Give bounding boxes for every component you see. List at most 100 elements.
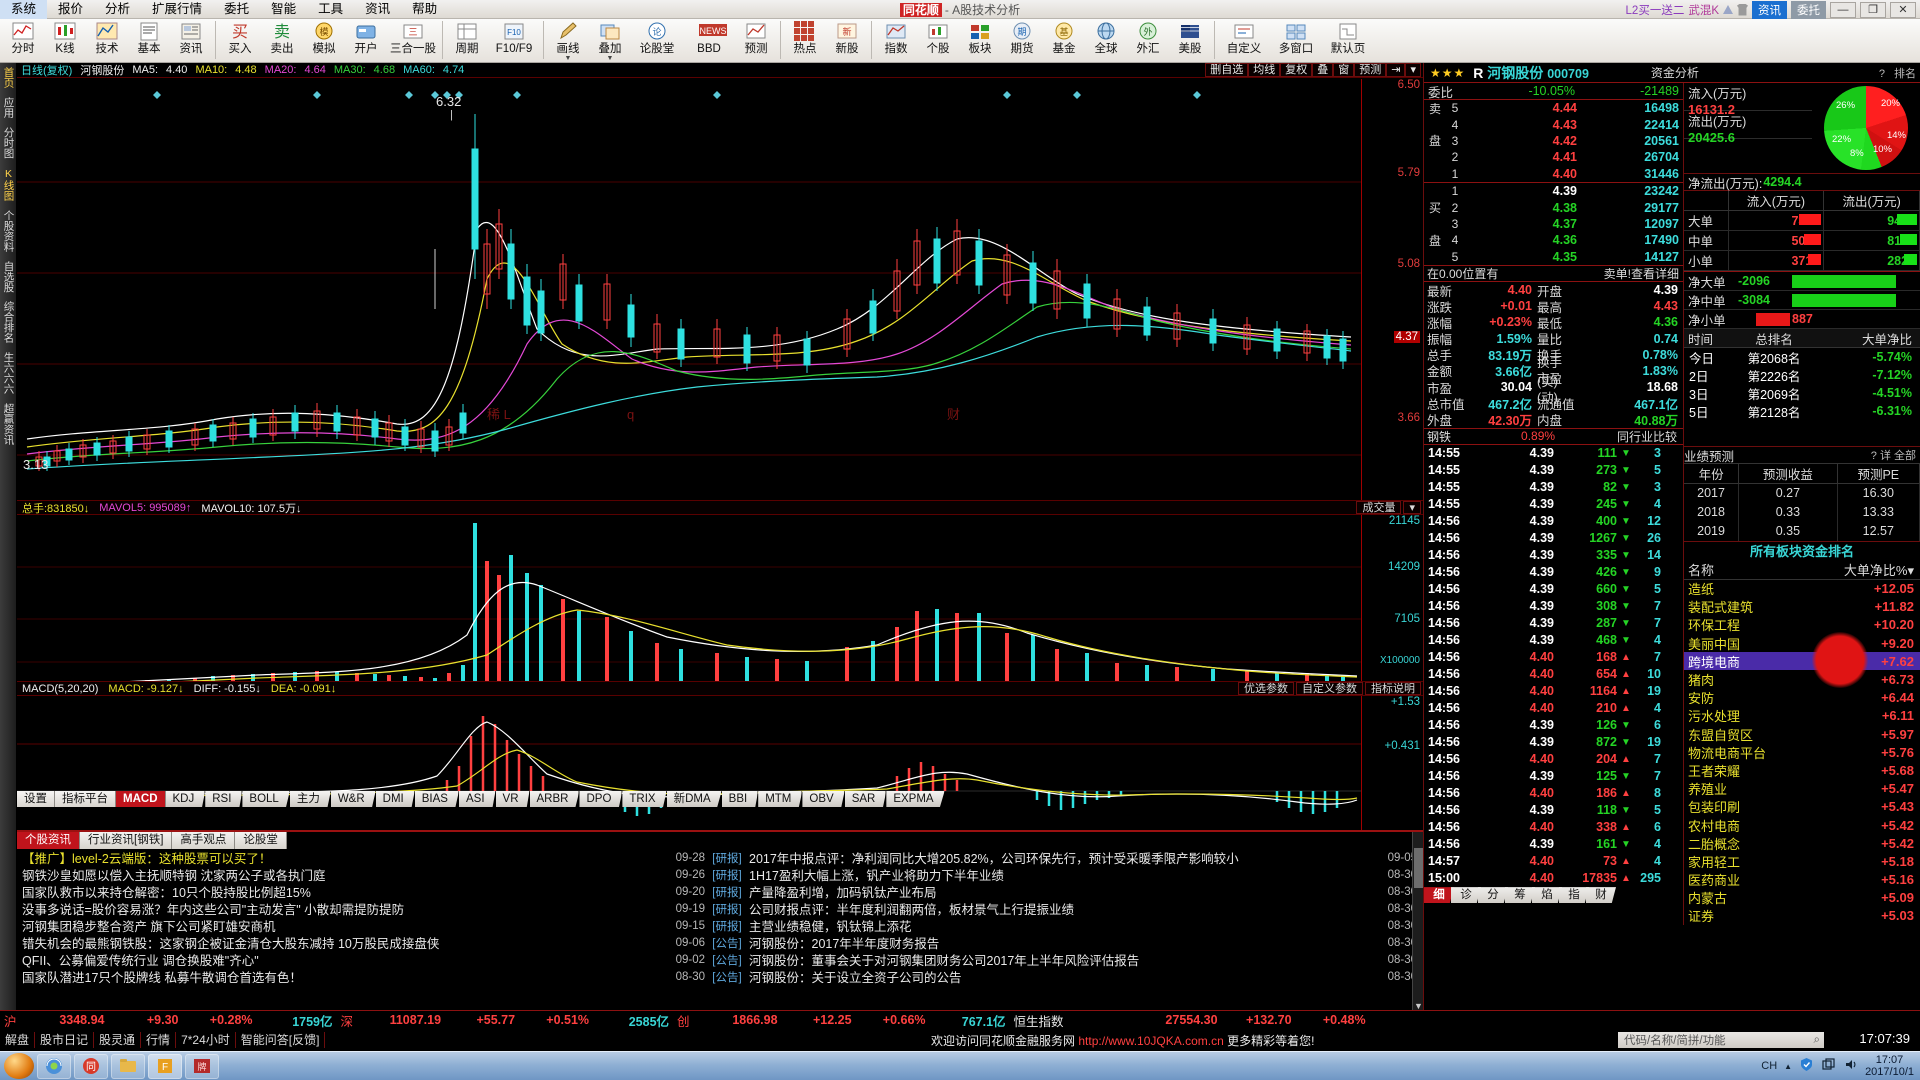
indicator-tab-newdma[interactable]: 新DMA	[666, 791, 722, 807]
sector-row[interactable]: 污水处理 +6.11	[1684, 707, 1920, 725]
help-icon[interactable]: ?	[1878, 67, 1885, 80]
start-button-icon[interactable]	[4, 1053, 34, 1079]
indicator-tab-expma[interactable]: EXPMA	[886, 791, 945, 807]
up-triangle-icon[interactable]	[1723, 5, 1733, 14]
news-right-title[interactable]: 1H17盈利大幅上涨，钒产业将助力下半年业绩	[749, 869, 1004, 883]
macd-optimize-params-button[interactable]: 优选参数	[1238, 682, 1294, 695]
menu-item-system[interactable]: 系统	[0, 0, 48, 19]
news-row[interactable]: QFII、公募偏爱传统行业 调仓换股难"齐心" 09-02 [公告] 河钢股份：…	[17, 951, 1423, 969]
taskbar-folder-icon[interactable]	[111, 1053, 145, 1079]
macd-plot[interactable]	[17, 696, 1361, 836]
toolbar-button-fund[interactable]: 基 基金	[1043, 19, 1085, 62]
toolbar-button-usstock[interactable]: 美股	[1169, 19, 1211, 62]
ask-row-5[interactable]: 卖 5 4.44 16498	[1424, 100, 1683, 116]
toolbar-button-period[interactable]: 周期	[446, 19, 488, 62]
price-plot[interactable]: 6.32 | 3.13 稀 L q 财	[17, 79, 1361, 514]
indicator-tab-bbi[interactable]: BBI	[721, 791, 759, 807]
chevron-down-icon[interactable]: ▼	[564, 55, 572, 62]
status-promo-url[interactable]: http://www.10JQKA.com.cn	[1078, 1033, 1224, 1048]
sidebar-item-watchlist[interactable]: 自选股	[2, 260, 15, 293]
toolbar-button-multiwindow[interactable]: 多窗口	[1270, 19, 1322, 62]
search-input[interactable]: 代码/名称/简拼/功能 ⌕	[1618, 1032, 1824, 1048]
toolbar-button-forecast[interactable]: 预测	[735, 19, 777, 62]
indicator-tab-kdj[interactable]: KDJ	[165, 791, 206, 807]
index-sz[interactable]: 深 11087.19 +55.77 +0.51% 2585亿	[337, 1011, 674, 1030]
chart-tool-more-icon[interactable]: ▾	[1405, 63, 1421, 77]
sidebar-item-profile[interactable]: 个股资料	[2, 209, 15, 252]
sidebar-item-home[interactable]: 首页	[2, 67, 15, 88]
news-left-title[interactable]: 错失机会的最熊钢铁股：这家钢企被证金清仓大股东减持 10万股民成接盘侠	[22, 937, 440, 951]
industry-compare-link[interactable]: 同行业比较	[1616, 429, 1677, 444]
sector-row-selected[interactable]: 跨境电商 +7.62	[1684, 632, 1920, 689]
shirt-icon[interactable]	[1737, 3, 1748, 16]
menu-item-tools[interactable]: 工具	[318, 1, 344, 16]
ask-row-3[interactable]: 盘 3 4.42 20561	[1424, 133, 1683, 149]
menu-item-trade[interactable]: 委托	[224, 1, 250, 16]
mini-tab-detail[interactable]: 细	[1424, 887, 1454, 904]
toolbar-button-forum[interactable]: 论 论股堂	[631, 19, 683, 62]
news-left-title[interactable]: 没事多说话=股价容易涨？年内这些公司"主动发言" 小散却需提防提防	[22, 903, 405, 917]
sector-row[interactable]: 环保工程 +10.20	[1684, 616, 1920, 634]
search-icon[interactable]: ⌕	[1813, 1033, 1820, 1046]
indicator-tab-boll[interactable]: BOLL	[242, 791, 290, 807]
promo-k-link[interactable]: 武混K	[1688, 4, 1719, 17]
mini-tab-finance[interactable]: 财	[1586, 887, 1616, 904]
toolbar-button-defaultpage[interactable]: 默认页	[1322, 19, 1374, 62]
mini-tab-diagnose[interactable]: 诊	[1451, 887, 1481, 904]
index-sh[interactable]: 沪 3348.94 +9.30 +0.28% 1759亿	[0, 1011, 337, 1030]
sector-row[interactable]: 农村电商 +5.42	[1684, 816, 1920, 834]
sector-row[interactable]: 安防 +6.44	[1684, 689, 1920, 707]
news-left-title[interactable]: 【推广】level-2云端版：这种股票可以买了！	[22, 852, 272, 866]
taskbar-browser-icon[interactable]	[37, 1053, 71, 1079]
chevron-down-icon-2[interactable]: ▼	[606, 55, 614, 62]
index-hsi[interactable]: 恒生指数 27554.30 +132.70 +0.48%	[1010, 1011, 1366, 1030]
taskbar-app-active-icon[interactable]: F	[148, 1053, 182, 1079]
status-button-smartqa[interactable]: 智能问答[反馈]	[236, 1032, 326, 1048]
mini-tab-distribution[interactable]: 分	[1478, 887, 1508, 904]
sector-row[interactable]: 家用轻工 +5.18	[1684, 852, 1920, 870]
indicator-tab-asi[interactable]: ASI	[458, 791, 496, 807]
indicator-tab-dpo[interactable]: DPO	[579, 791, 623, 807]
mini-tab-index[interactable]: 指	[1559, 887, 1589, 904]
forecast-detail-link[interactable]: 详	[1879, 450, 1891, 462]
maximize-button[interactable]: ❐	[1860, 1, 1886, 18]
toolbar-button-0[interactable]: 分时	[2, 19, 44, 62]
toolbar-button-global[interactable]: 全球	[1085, 19, 1127, 62]
news-row[interactable]: 国家队潜进17只个股牌线 私募牛散调仓首选有色！ 08-30 [公告] 河钢股份…	[17, 968, 1423, 986]
indicator-tab-dmi[interactable]: DMI	[375, 791, 415, 807]
toolbar-button-futures[interactable]: 期 期货	[1001, 19, 1043, 62]
toolbar-button-2[interactable]: 技术	[86, 19, 128, 62]
taskbar-clock[interactable]: 17:07 2017/10/1	[1865, 1054, 1914, 1078]
volume-indicator-name[interactable]: 成交量	[1356, 501, 1402, 514]
indicator-tab-vr[interactable]: VR	[495, 791, 530, 807]
indicator-tab-sar[interactable]: SAR	[844, 791, 887, 807]
news-row[interactable]: 钢铁沙皇如愿以偿入主抚顺特钢 沈家两公子或各执门庭 09-26 [研报] 1H1…	[17, 866, 1423, 884]
promo-l2-link[interactable]: L2买一送二	[1625, 4, 1685, 17]
chevron-down-icon-news[interactable]: ▼	[1414, 1001, 1423, 1011]
tray-expand-icon[interactable]: ▲	[1784, 1061, 1793, 1071]
sidebar-item-kline[interactable]: K线图	[2, 167, 15, 201]
indicator-tab-trix[interactable]: TRIX	[622, 791, 667, 807]
sector-row[interactable]: 证券 +5.03	[1684, 907, 1920, 925]
industry-row[interactable]: 钢铁 0.89% 同行业比较	[1424, 427, 1683, 445]
indicator-settings-button[interactable]: 设置	[17, 791, 55, 807]
sector-row[interactable]: 猪肉 +6.73	[1684, 670, 1920, 688]
sector-row[interactable]: 装配式建筑 +11.82	[1684, 598, 1920, 616]
toolbar-button-forex[interactable]: 外 外汇	[1127, 19, 1169, 62]
status-button-diary[interactable]: 股市日记	[35, 1032, 95, 1048]
toolbar-button-buy[interactable]: 买 买入	[219, 19, 261, 62]
index-cy[interactable]: 创 1866.98 +12.25 +0.66% 767.1亿	[673, 1011, 1010, 1030]
ime-indicator[interactable]: CH	[1761, 1060, 1778, 1072]
bid-row-2[interactable]: 买 2 4.38 29177	[1424, 199, 1683, 216]
menu-item-extended[interactable]: 扩展行情	[152, 1, 203, 16]
indicator-tab-zhuli[interactable]: 主力	[289, 791, 331, 807]
news-scrollbar-thumb[interactable]	[1414, 848, 1423, 888]
news-right-title[interactable]: 河钢股份：董事会关于对河钢集团财务公司2017年上半年风险评估报告	[749, 954, 1140, 968]
sidebar-item-superwin[interactable]: 超赢资讯	[2, 403, 15, 445]
price-pane[interactable]: 6.32 | 3.13 稀 L q 财 6.50 5.79 5.08 4.37 …	[17, 79, 1423, 514]
ask-row-1[interactable]: 1 4.40 31446	[1424, 166, 1683, 182]
volume-more-icon[interactable]: ▾	[1403, 501, 1421, 514]
toolbar-button-open[interactable]: 开户	[345, 19, 387, 62]
sector-row[interactable]: 养殖业 +5.47	[1684, 780, 1920, 798]
indicator-tab-macd[interactable]: MACD	[116, 791, 166, 807]
